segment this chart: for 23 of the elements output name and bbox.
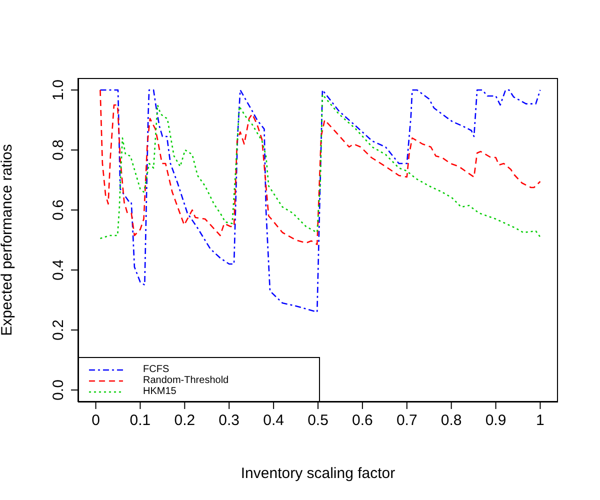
- x-tick-label: 0.8: [440, 412, 462, 429]
- line-series: [100, 89, 541, 313]
- x-tick-label: 0.3: [218, 412, 240, 429]
- y-tick-label: 0.4: [50, 260, 67, 280]
- x-tick-label: 0.1: [130, 412, 151, 429]
- x-tick-label: 0.2: [174, 412, 196, 429]
- legend-label: FCFS: [143, 364, 170, 375]
- legend-label: HKM15: [143, 386, 176, 397]
- x-tick-label: 0.9: [485, 412, 506, 429]
- y-tick-label: 0.6: [50, 200, 67, 220]
- y-tick-label: 0.8: [50, 140, 67, 160]
- legend-label: Random-Threshold: [143, 375, 229, 386]
- x-axis-title: Inventory scaling factor: [240, 465, 396, 482]
- x-tick-label: 0.4: [263, 412, 284, 429]
- x-tick-label: 0: [92, 412, 100, 429]
- x-tick-label: 0.6: [352, 412, 373, 429]
- y-tick-label: 1.0: [50, 80, 67, 100]
- y-axis-title: Expected performance ratios: [0, 144, 16, 336]
- x-tick-label: 0.5: [308, 412, 328, 429]
- x-tick-label: 1: [536, 412, 544, 429]
- x-tick-label: 0.7: [396, 412, 418, 429]
- y-tick-label: 0.0: [50, 380, 67, 400]
- y-tick-label: 0.2: [50, 320, 67, 340]
